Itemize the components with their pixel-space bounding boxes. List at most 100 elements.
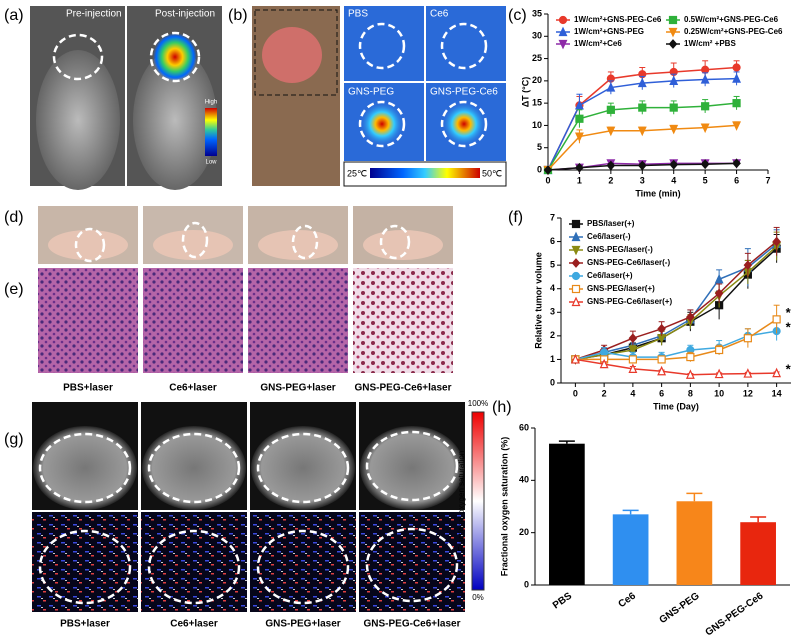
marker bbox=[714, 368, 724, 379]
legend-label: 1W/cm²+Ce6 bbox=[574, 39, 622, 48]
label: Post-injection bbox=[155, 9, 215, 20]
roi bbox=[440, 100, 488, 148]
colorbar bbox=[205, 108, 217, 156]
y-tick-label: 60 bbox=[519, 422, 529, 432]
y-tick-label: 0 bbox=[537, 164, 542, 174]
roi bbox=[358, 100, 406, 148]
legend-label: GNS-PEG-Ce6/laser(-) bbox=[587, 258, 670, 267]
roi bbox=[440, 22, 488, 70]
legend-label: 1W/cm² +PBS bbox=[684, 39, 736, 48]
image bbox=[426, 6, 506, 81]
marker bbox=[638, 103, 647, 112]
marker bbox=[732, 121, 742, 131]
marker bbox=[701, 65, 710, 74]
x-tick-label: 2 bbox=[602, 388, 607, 398]
y-axis-title: Relative tumor volume bbox=[533, 252, 543, 349]
marker bbox=[714, 273, 724, 284]
x-tick-label: 4 bbox=[671, 175, 676, 185]
label: PBS bbox=[348, 9, 368, 20]
caption: Ce6+laser bbox=[170, 619, 218, 630]
marker bbox=[669, 75, 679, 85]
marker bbox=[669, 124, 679, 135]
label: 100% bbox=[468, 399, 488, 408]
y-tick-label: 20 bbox=[532, 75, 542, 85]
marker bbox=[700, 123, 710, 134]
legend-label: GNS-PEG/laser(+) bbox=[587, 284, 655, 293]
colorbar bbox=[370, 168, 480, 178]
caption: GNS-PEG-Ce6+laser bbox=[364, 619, 461, 630]
marker bbox=[732, 73, 742, 83]
marker bbox=[657, 323, 666, 334]
legend-marker bbox=[571, 271, 581, 281]
marker bbox=[657, 365, 667, 376]
legend-marker bbox=[571, 258, 581, 268]
marker bbox=[637, 126, 647, 137]
marker bbox=[574, 99, 584, 110]
x-tick-label: 8 bbox=[688, 388, 693, 398]
marker bbox=[686, 312, 695, 322]
legend-marker bbox=[571, 296, 581, 307]
caption: GNS-PEG+laser bbox=[265, 619, 340, 630]
roi bbox=[52, 33, 104, 81]
marker bbox=[575, 114, 584, 123]
marker bbox=[628, 355, 637, 364]
marker bbox=[772, 367, 782, 378]
marker bbox=[599, 358, 609, 369]
marker bbox=[669, 103, 678, 112]
bar bbox=[676, 501, 713, 585]
y-tick-label: 40 bbox=[519, 475, 529, 485]
label: Ce6 bbox=[430, 9, 449, 20]
panel-label: (g) bbox=[4, 431, 24, 448]
label: GNS-PEG-Ce6 bbox=[430, 87, 498, 98]
legend-marker bbox=[558, 26, 568, 37]
x-tick-label: GNS-PEG bbox=[658, 590, 702, 626]
legend-label: 1W/cm²+GNS-PEG-Ce6 bbox=[574, 15, 662, 24]
x-tick-label: 6 bbox=[734, 175, 739, 185]
x-tick-label: GNS-PEG-Ce6 bbox=[704, 590, 766, 638]
label: 25℃ bbox=[347, 168, 367, 178]
legend-marker bbox=[668, 27, 678, 38]
x-tick-label: 4 bbox=[630, 388, 635, 398]
x-tick-label: 2 bbox=[608, 175, 613, 185]
series-line bbox=[575, 330, 777, 361]
y-tick-label: 3 bbox=[550, 307, 555, 317]
marker bbox=[732, 63, 741, 72]
panel-label: (c) bbox=[508, 7, 527, 24]
caption: PBS+laser bbox=[63, 383, 113, 394]
y-tick-label: 10 bbox=[532, 120, 542, 130]
panel-label: (a) bbox=[4, 7, 24, 24]
marker bbox=[772, 236, 781, 247]
marker bbox=[743, 260, 753, 271]
marker bbox=[637, 77, 647, 88]
legend-label: 0.25W/cm²+GNS-PEG-Ce6 bbox=[684, 27, 783, 36]
annotation: * bbox=[786, 320, 792, 335]
x-tick-label: 10 bbox=[714, 388, 724, 398]
colorbar bbox=[471, 411, 485, 591]
y-tick-label: 25 bbox=[532, 53, 542, 63]
ultrasound-row bbox=[32, 402, 465, 510]
y-tick-label: 0 bbox=[550, 377, 555, 387]
marker bbox=[743, 334, 752, 343]
label: Fractional oxygen saturation bbox=[457, 451, 466, 552]
marker bbox=[606, 126, 616, 137]
y-tick-label: 6 bbox=[550, 236, 555, 246]
legend-marker bbox=[571, 219, 581, 229]
y-tick-label: 7 bbox=[550, 212, 555, 222]
marker bbox=[714, 288, 724, 299]
marker bbox=[628, 345, 638, 356]
label: Low bbox=[205, 160, 217, 166]
roi bbox=[358, 22, 406, 70]
x-tick-label: 0 bbox=[573, 388, 578, 398]
photo-row bbox=[38, 206, 453, 264]
bar bbox=[740, 522, 776, 585]
caption: GNS-PEG+laser bbox=[260, 383, 335, 394]
legend-label: 0.5W/cm²+GNS-PEG-Ce6 bbox=[684, 15, 779, 24]
annotation: * bbox=[786, 305, 792, 320]
signal bbox=[360, 102, 404, 146]
marker bbox=[700, 159, 710, 170]
panel-label: (d) bbox=[4, 209, 24, 226]
legend-marker bbox=[668, 39, 678, 49]
marker bbox=[574, 132, 584, 142]
y-tick-label: 5 bbox=[550, 260, 555, 270]
